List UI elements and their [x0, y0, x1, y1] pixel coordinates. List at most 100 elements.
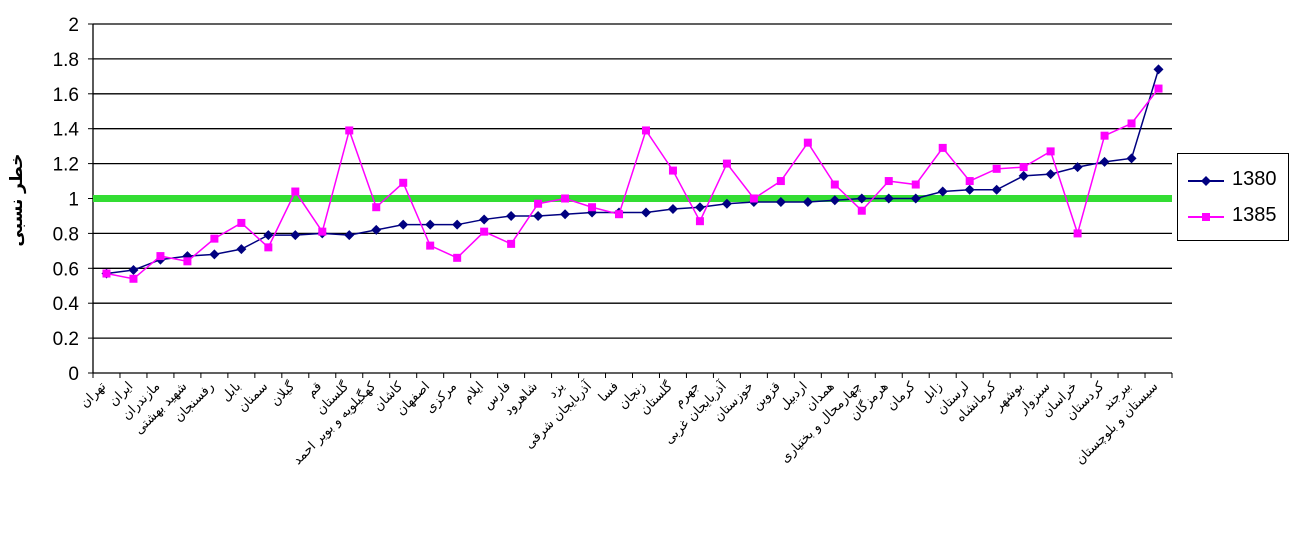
data-point — [426, 241, 435, 250]
y-tick-label: 2 — [68, 15, 79, 36]
data-point — [102, 269, 111, 278]
data-point — [1100, 131, 1109, 140]
series-line-1385 — [106, 88, 1160, 280]
data-point — [991, 184, 1002, 195]
series-1380 — [101, 64, 1164, 279]
data-point — [1019, 163, 1028, 172]
data-point — [425, 219, 436, 230]
series-line-1380 — [106, 69, 1160, 275]
data-point — [1045, 169, 1056, 180]
data-point — [156, 252, 165, 261]
data-point — [263, 230, 274, 241]
data-point — [667, 203, 678, 214]
legend-item-1380: 1380 — [1186, 166, 1286, 196]
data-point — [452, 219, 463, 230]
data-point — [506, 210, 517, 221]
data-point — [1072, 162, 1083, 173]
data-point — [776, 177, 785, 186]
data-point — [480, 227, 489, 236]
data-point — [830, 180, 839, 189]
data-point — [1153, 64, 1164, 75]
y-tick-label: 1 — [68, 190, 79, 211]
legend: 1380 1385 — [1177, 153, 1289, 241]
data-point — [128, 265, 139, 276]
data-point — [210, 234, 219, 243]
data-point — [721, 198, 732, 209]
data-point — [561, 194, 570, 203]
data-point — [640, 207, 651, 218]
x-category-label: قم — [304, 379, 325, 400]
x-category-label: سمنان — [235, 379, 271, 415]
y-tick-label: 0 — [68, 364, 79, 385]
y-tick-label: 1.6 — [53, 85, 79, 106]
data-point — [857, 206, 866, 215]
y-tick-labels: 0 0.2 0.4 0.6 0.8 1 1.2 1.4 1.6 1.8 2 — [53, 15, 93, 385]
y-tick-label: 1.2 — [53, 155, 79, 176]
legend-label-1385: 1385 — [1232, 204, 1277, 226]
y-tick-label: 0.2 — [53, 329, 79, 350]
data-point — [829, 195, 840, 206]
data-point — [911, 180, 920, 189]
data-point — [1073, 229, 1082, 238]
data-point — [965, 177, 974, 186]
axes — [92, 24, 1173, 378]
data-point — [399, 178, 408, 187]
data-point — [615, 210, 624, 219]
y-tick-label: 0.8 — [53, 224, 79, 245]
data-point — [992, 164, 1001, 173]
data-point — [749, 194, 758, 203]
data-point — [694, 202, 705, 213]
data-point — [802, 196, 813, 207]
data-point — [1127, 119, 1136, 128]
data-point — [453, 253, 462, 262]
data-point — [883, 193, 894, 204]
y-tick-label: 1.8 — [53, 50, 79, 71]
y-axis-label: خطر نسبی — [7, 153, 27, 246]
series-1385 — [102, 84, 1163, 283]
data-point — [884, 177, 893, 186]
data-point — [641, 126, 650, 135]
data-point — [209, 249, 220, 260]
grid-lines — [93, 23, 1172, 339]
data-point — [722, 159, 731, 168]
legend-marker-1380 — [1188, 176, 1224, 186]
x-category-label: مرکزی — [423, 379, 460, 416]
data-point — [129, 274, 138, 283]
data-point — [560, 209, 571, 220]
data-point — [910, 193, 921, 204]
data-point — [856, 193, 867, 204]
x-category-label: قزوین — [750, 379, 784, 413]
data-point — [1018, 170, 1029, 181]
data-point — [533, 210, 544, 221]
data-point — [398, 219, 409, 230]
series-layer — [101, 64, 1164, 283]
data-point — [507, 239, 516, 248]
data-point — [1126, 153, 1137, 164]
data-point — [937, 186, 948, 197]
data-point — [345, 126, 354, 135]
legend-label-1380: 1380 — [1232, 168, 1277, 190]
data-point — [964, 184, 975, 195]
data-point — [291, 187, 300, 196]
data-point — [372, 203, 381, 212]
data-point — [668, 166, 677, 175]
y-tick-label: 0.6 — [53, 259, 79, 280]
x-category-label: اردبیل — [777, 379, 811, 413]
data-point — [775, 196, 786, 207]
data-point — [290, 230, 301, 241]
data-point — [344, 230, 355, 241]
data-point — [236, 244, 247, 255]
data-point — [1154, 84, 1163, 93]
x-category-label: گیلان — [267, 378, 298, 409]
data-point — [695, 217, 704, 226]
data-point — [803, 138, 812, 147]
data-point — [371, 224, 382, 235]
data-point — [534, 199, 543, 208]
y-tick-label: 0.4 — [53, 294, 80, 315]
data-point — [318, 227, 327, 236]
data-point — [183, 257, 192, 266]
data-point — [237, 218, 246, 227]
legend-marker-1385 — [1188, 213, 1224, 221]
